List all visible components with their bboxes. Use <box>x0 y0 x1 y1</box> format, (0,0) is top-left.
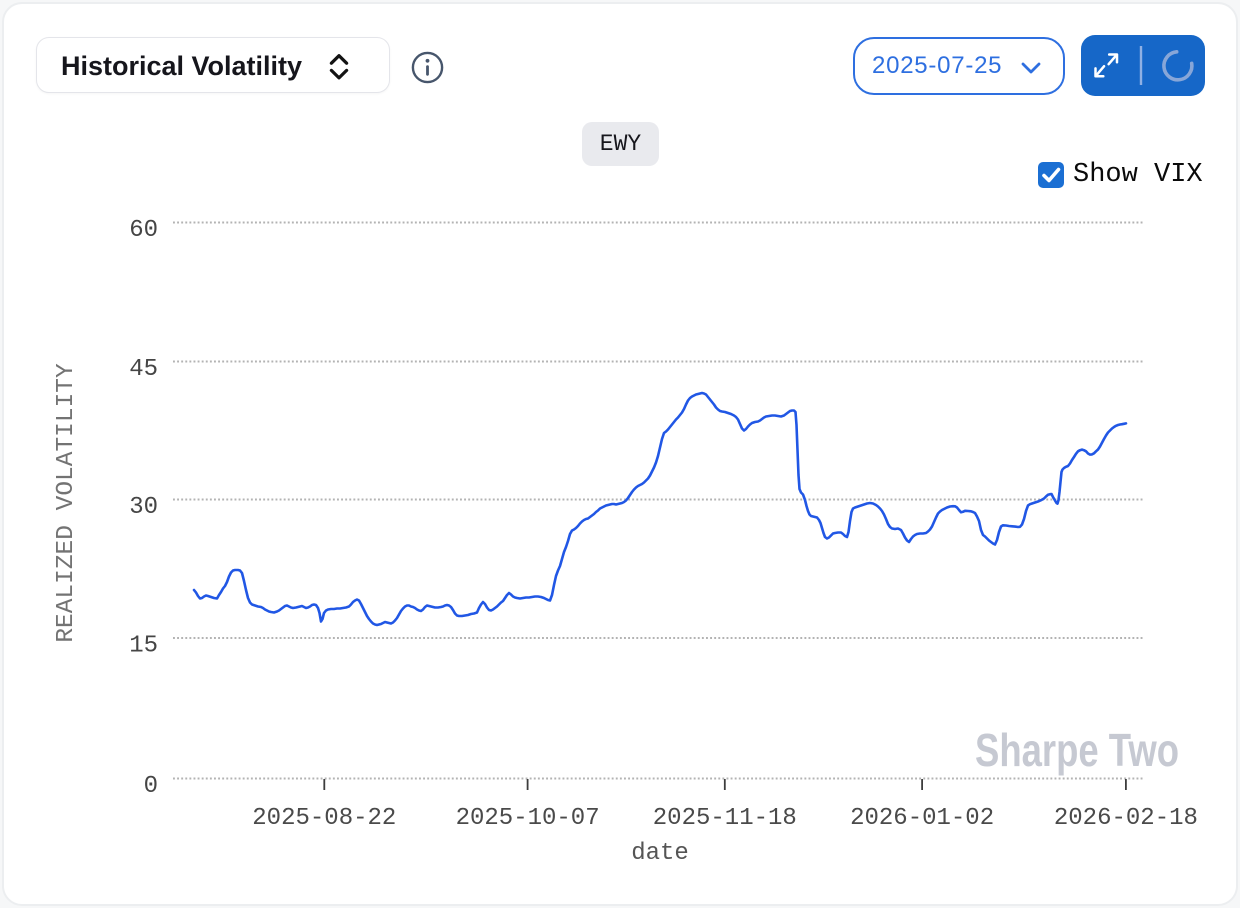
svg-text:2026-01-02: 2026-01-02 <box>850 805 994 832</box>
svg-text:0: 0 <box>144 773 158 800</box>
svg-text:2025-11-18: 2025-11-18 <box>653 805 797 832</box>
svg-text:2025-08-22: 2025-08-22 <box>252 805 396 832</box>
svg-text:REALIZED VOLATILITY: REALIZED VOLATILITY <box>53 363 80 643</box>
svg-text:2026-02-18: 2026-02-18 <box>1054 805 1198 832</box>
svg-text:30: 30 <box>129 494 158 521</box>
svg-text:15: 15 <box>129 633 158 660</box>
svg-text:60: 60 <box>129 217 158 244</box>
svg-text:2025-10-07: 2025-10-07 <box>456 805 600 832</box>
svg-text:45: 45 <box>129 356 158 383</box>
svg-text:date: date <box>631 840 689 867</box>
svg-text:Sharpe Two: Sharpe Two <box>975 724 1179 776</box>
